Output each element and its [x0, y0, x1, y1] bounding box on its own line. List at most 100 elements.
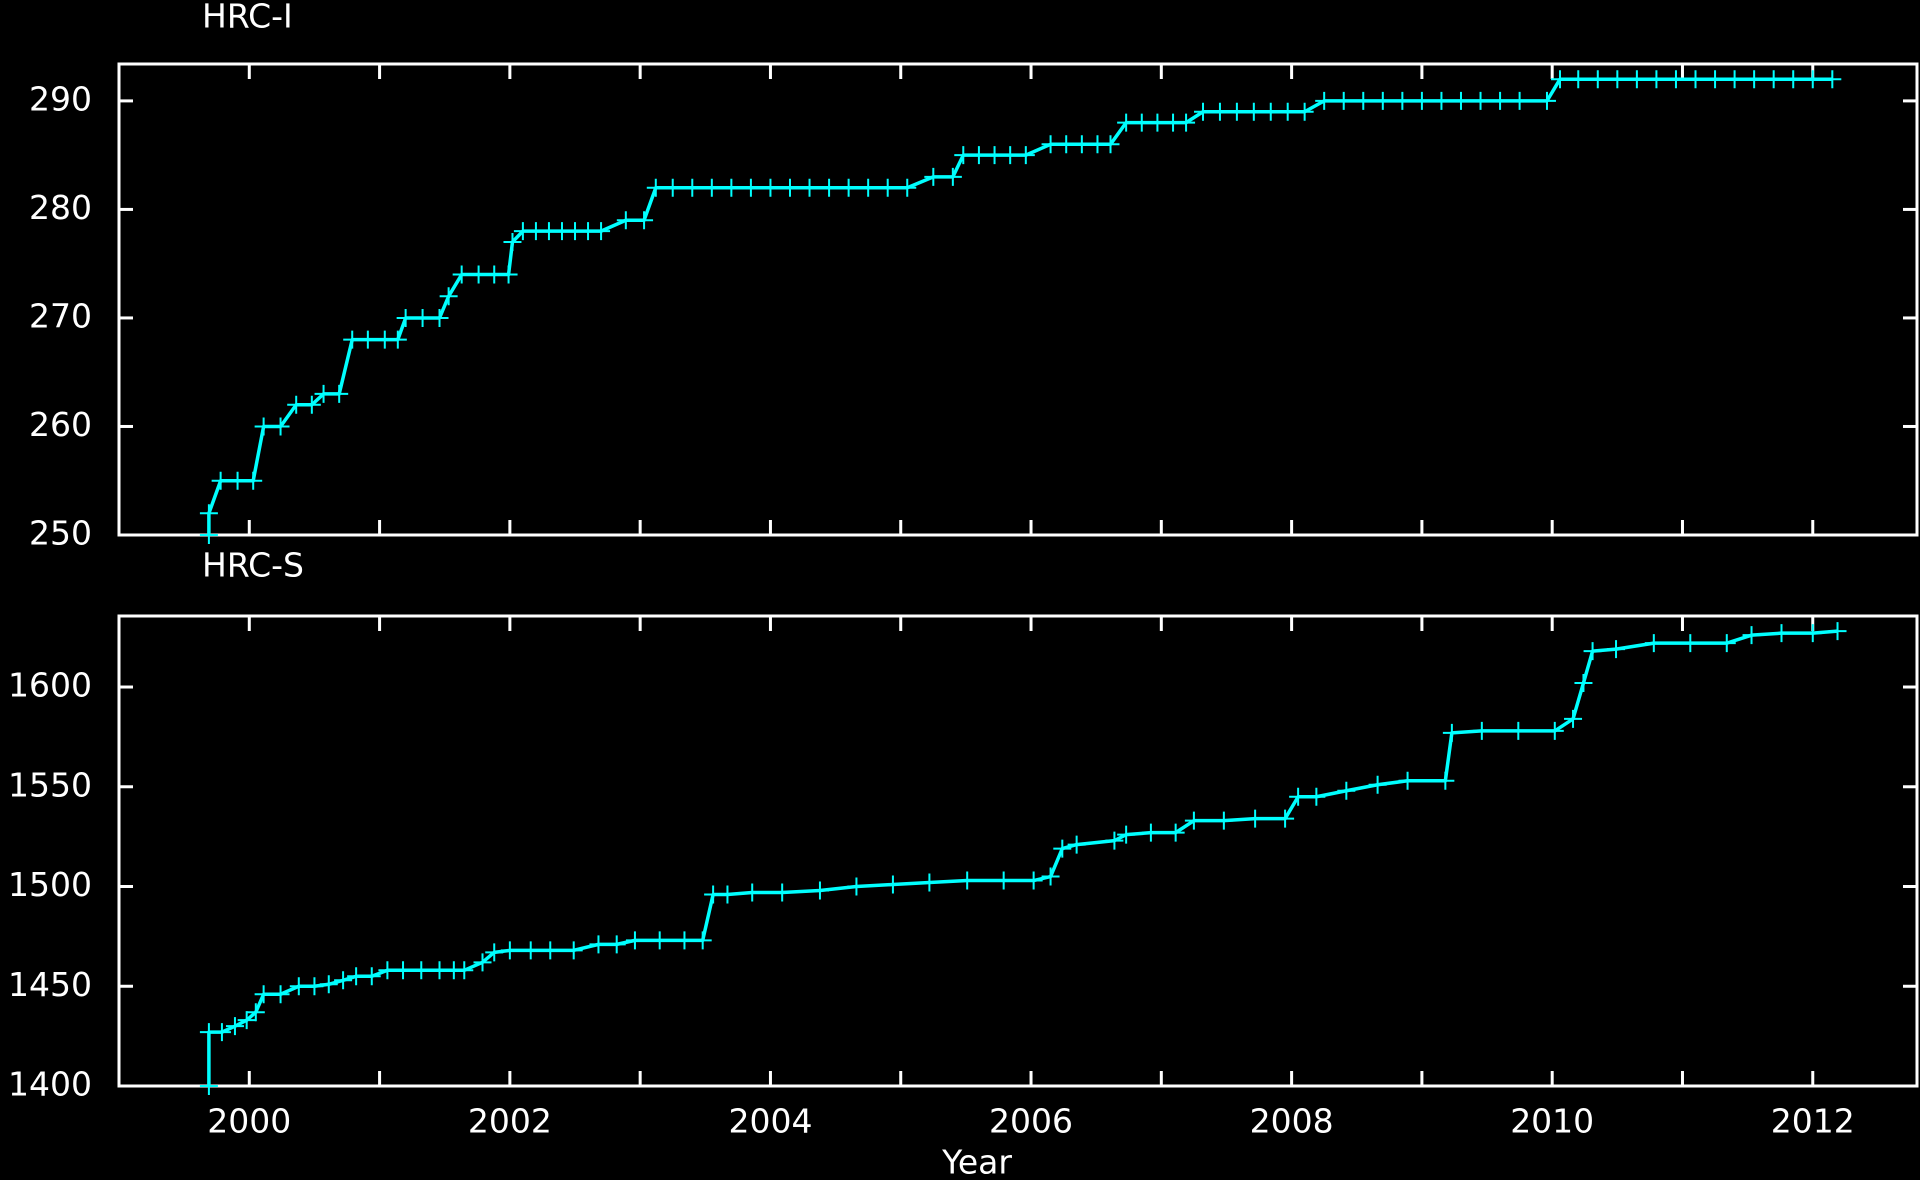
x-tick-label: 2002 [468, 1102, 552, 1141]
data-point [1373, 91, 1392, 110]
data-point [1803, 624, 1822, 643]
data-point [773, 883, 792, 902]
data-point [1509, 721, 1528, 740]
data-point [635, 211, 654, 230]
data-point [800, 178, 819, 197]
data-point [1053, 839, 1072, 858]
data-point [741, 178, 760, 197]
data-point [244, 471, 263, 490]
x-tick-label: 2012 [1771, 1102, 1855, 1141]
data-point [347, 967, 366, 986]
data-point [521, 941, 540, 960]
data-point [1644, 634, 1663, 653]
data-point [1745, 70, 1764, 89]
data-point [211, 471, 230, 490]
data-point [1666, 70, 1685, 89]
data-point [1510, 91, 1529, 110]
data-point [1412, 91, 1431, 110]
data-point [1545, 721, 1564, 740]
data-point [413, 308, 432, 327]
data-point [330, 384, 349, 403]
panel-title: HRC-S [202, 546, 304, 585]
y-tick-label: 1550 [8, 765, 92, 804]
data-point [743, 883, 762, 902]
data-point [650, 931, 669, 950]
data-point [898, 178, 917, 197]
data-point [469, 265, 488, 284]
data-point [1607, 640, 1626, 659]
y-tick-label: 290 [29, 79, 92, 118]
data-point [343, 330, 362, 349]
data-point [878, 178, 897, 197]
data-point [958, 871, 977, 890]
data-point [1627, 70, 1646, 89]
data-point [1764, 70, 1783, 89]
data-point [1725, 70, 1744, 89]
data-point [314, 384, 333, 403]
data-point [969, 146, 988, 165]
data-line [207, 629, 1838, 1086]
data-point [859, 178, 878, 197]
data-point [1246, 809, 1265, 828]
data-point [1227, 102, 1246, 121]
data-point [1041, 135, 1060, 154]
data-point [1354, 91, 1373, 110]
data-point [1117, 825, 1136, 844]
data-point [1432, 91, 1451, 110]
data-point [452, 265, 471, 284]
data-point [1166, 823, 1185, 842]
data-point [412, 961, 431, 980]
data-point [1117, 113, 1136, 132]
data-point [439, 287, 458, 306]
panel-title: HRC-I [202, 0, 293, 36]
data-point [1608, 70, 1627, 89]
data-point [378, 961, 397, 980]
data-point [473, 953, 492, 972]
data-point [271, 417, 290, 436]
data-point [718, 885, 737, 904]
data-point [683, 178, 702, 197]
data-point [362, 967, 381, 986]
data-point [1334, 91, 1353, 110]
y-tick-label: 1500 [8, 865, 92, 904]
data-point [702, 178, 721, 197]
data-point [1828, 622, 1847, 641]
data-point [1569, 70, 1588, 89]
data-point [1307, 787, 1326, 806]
data-point [1132, 113, 1151, 132]
plot-frame [117, 62, 1919, 537]
data-point [820, 178, 839, 197]
data-point [564, 941, 583, 960]
data-point [319, 975, 338, 994]
data-point [589, 935, 608, 954]
data-point [199, 504, 218, 523]
data-point [1278, 102, 1297, 121]
data-point [592, 222, 611, 241]
data-point [1472, 721, 1491, 740]
data-point [1105, 831, 1124, 850]
data-point [954, 146, 973, 165]
data-point [500, 941, 519, 960]
data-point [358, 330, 377, 349]
data-point [394, 961, 413, 980]
data-point [237, 1011, 256, 1030]
data-point [985, 146, 1004, 165]
data-point [625, 931, 644, 950]
data-point [722, 178, 741, 197]
data-point [1706, 70, 1725, 89]
data-point [503, 232, 522, 251]
data-point [1194, 102, 1213, 121]
data-point [810, 881, 829, 900]
x-tick-label: 2004 [728, 1102, 812, 1141]
data-point [646, 178, 665, 197]
data-point [302, 395, 321, 414]
data-point [1368, 775, 1387, 794]
data-point [1686, 70, 1705, 89]
x-axis-label: Year [941, 1143, 1012, 1180]
data-point [1001, 146, 1020, 165]
data-point [663, 178, 682, 197]
data-point [1148, 113, 1167, 132]
data-point [305, 977, 324, 996]
data-point [1315, 91, 1334, 110]
plot-frame [117, 614, 1919, 1088]
